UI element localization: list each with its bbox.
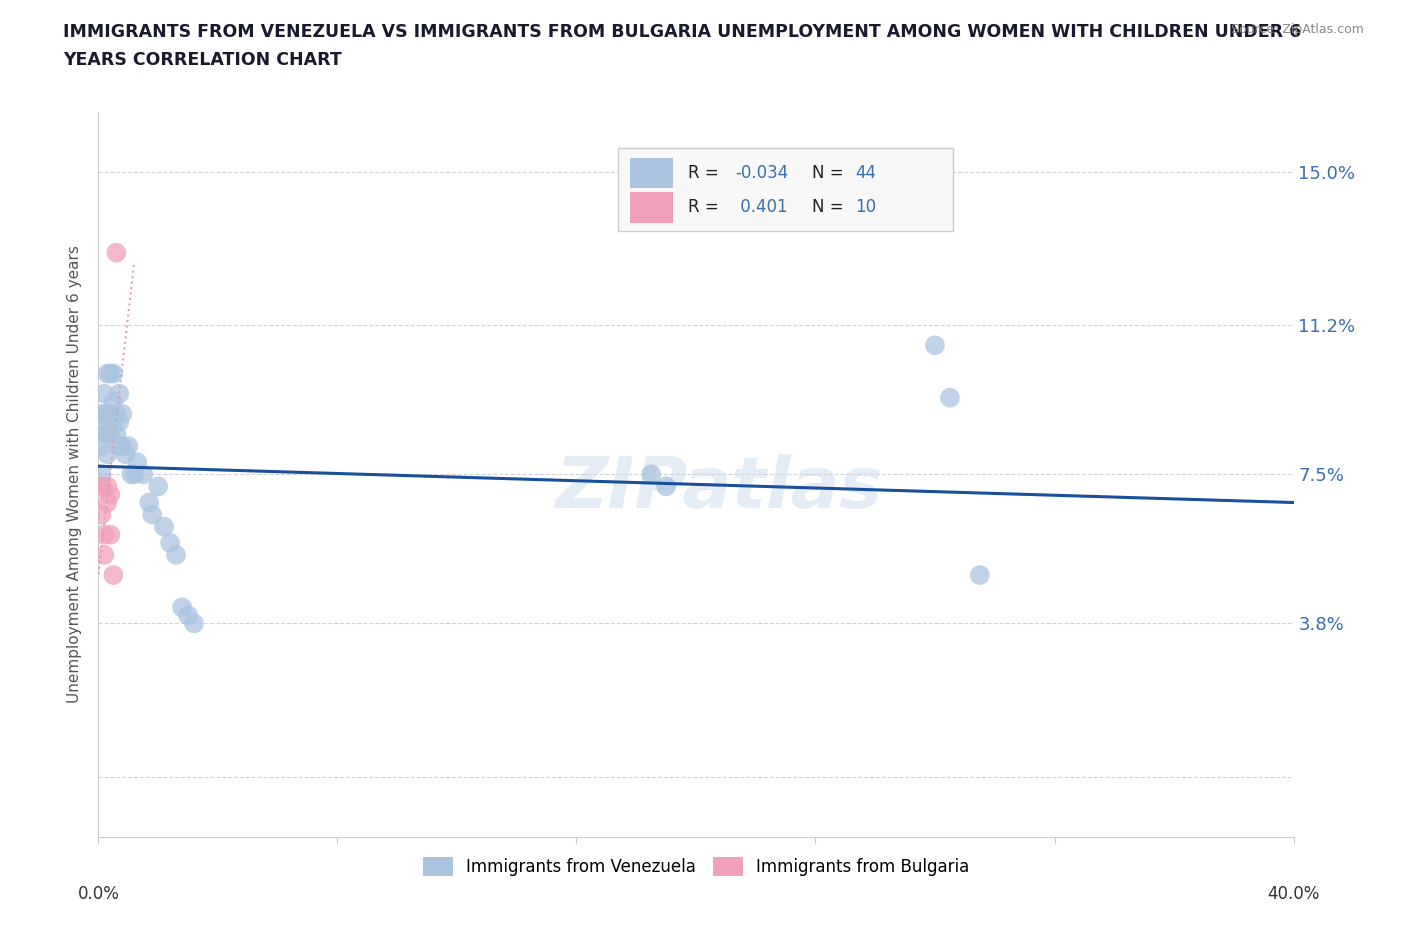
Point [105, 427, 128, 442]
Point [177, 608, 200, 623]
Point [114, 446, 136, 461]
Point [98, 427, 122, 442]
Point [98, 366, 122, 381]
Point [96, 427, 118, 442]
Text: 44: 44 [855, 165, 876, 182]
Point [108, 415, 131, 430]
Point [105, 246, 128, 260]
Text: IMMIGRANTS FROM VENEZUELA VS IMMIGRANTS FROM BULGARIA UNEMPLOYMENT AMONG WOMEN W: IMMIGRANTS FROM VENEZUELA VS IMMIGRANTS … [63, 23, 1302, 41]
Point [141, 507, 163, 522]
Text: ZIPatlas: ZIPatlas [557, 455, 883, 524]
Point [655, 479, 678, 494]
Point [96, 479, 118, 494]
Point [93, 527, 115, 542]
FancyBboxPatch shape [619, 148, 953, 232]
Point [105, 406, 128, 421]
Point [90, 439, 112, 454]
Point [108, 386, 131, 401]
Point [111, 439, 134, 454]
Point [969, 567, 991, 582]
Point [93, 386, 115, 401]
Point [153, 519, 176, 534]
Point [103, 394, 125, 409]
Point [172, 600, 194, 615]
Point [159, 536, 181, 551]
Point [120, 467, 142, 482]
Point [103, 366, 125, 381]
Point [90, 479, 112, 494]
Point [939, 391, 962, 405]
Point [138, 495, 160, 510]
Text: YEARS CORRELATION CHART: YEARS CORRELATION CHART [63, 51, 342, 69]
Text: 0.401: 0.401 [735, 198, 787, 217]
Text: 10: 10 [855, 198, 876, 217]
Point [90, 507, 112, 522]
Point [96, 495, 118, 510]
Point [96, 406, 118, 421]
FancyBboxPatch shape [630, 158, 673, 189]
Point [93, 415, 115, 430]
Point [90, 406, 112, 421]
Point [132, 467, 155, 482]
Text: 0.0%: 0.0% [77, 885, 120, 903]
Text: R =: R = [688, 165, 724, 182]
Text: -0.034: -0.034 [735, 165, 789, 182]
Point [108, 439, 131, 454]
Text: R =: R = [688, 198, 724, 217]
Legend: Immigrants from Venezuela, Immigrants from Bulgaria: Immigrants from Venezuela, Immigrants fr… [416, 851, 976, 884]
Point [93, 548, 115, 563]
Point [96, 446, 118, 461]
Point [103, 567, 125, 582]
Point [90, 467, 112, 482]
Text: N =: N = [811, 165, 849, 182]
Y-axis label: Unemployment Among Women with Children Under 6 years: Unemployment Among Women with Children U… [67, 246, 83, 703]
Point [117, 439, 139, 454]
FancyBboxPatch shape [630, 193, 673, 222]
Point [127, 455, 149, 470]
Text: N =: N = [811, 198, 849, 217]
Point [124, 467, 146, 482]
Text: 40.0%: 40.0% [1267, 885, 1320, 903]
Point [924, 338, 946, 352]
Point [98, 406, 122, 421]
Text: Source: ZipAtlas.com: Source: ZipAtlas.com [1230, 23, 1364, 36]
Point [93, 406, 115, 421]
Point [165, 548, 187, 563]
Point [103, 415, 125, 430]
Point [183, 616, 205, 631]
Point [111, 406, 134, 421]
Point [640, 467, 662, 482]
Point [98, 527, 122, 542]
Point [148, 479, 170, 494]
Point [96, 366, 118, 381]
Point [93, 427, 115, 442]
Point [98, 487, 122, 502]
